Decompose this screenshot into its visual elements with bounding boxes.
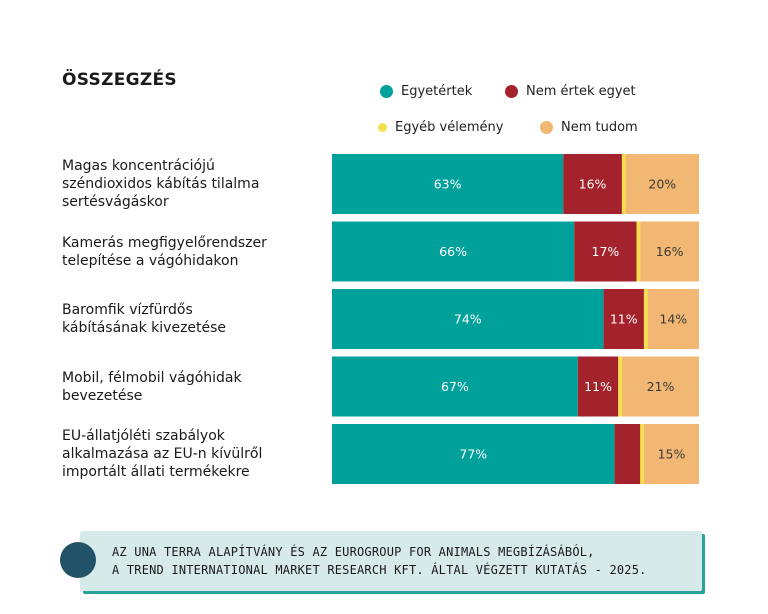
category-label-line: bevezetése	[62, 387, 143, 404]
bar-segment	[332, 356, 578, 417]
bar-segment	[640, 424, 644, 484]
bar-segment	[577, 356, 619, 417]
source-note-line-1: AZ UNA TERRA ALAPÍTVÁNY ÉS AZ EUROGROUP …	[112, 545, 595, 559]
source-note-dot	[60, 542, 96, 578]
bar-segment	[621, 154, 626, 214]
bar-segment	[621, 356, 699, 417]
data-label: 77%	[459, 447, 487, 462]
legend-marker	[505, 85, 518, 98]
data-label: 20%	[648, 177, 676, 192]
category-label-line: Kamerás megfigyelőrendszer	[62, 234, 267, 251]
category-label-line: Mobil, félmobil vágóhidak	[62, 369, 242, 386]
legend-item-egyetertek: Egyetértek	[380, 84, 472, 99]
bar-segment	[640, 221, 699, 282]
category-label-text: Magas koncentrációjú széndioxidos kábítás…	[62, 157, 259, 211]
data-label: 11%	[584, 379, 612, 394]
source-note-box	[80, 531, 702, 591]
category-label-text: Baromfik vízfürdős kábításának kivezetése	[62, 301, 226, 337]
category-label-line: sertésvágáskor	[62, 194, 169, 210]
data-label: 63%	[434, 177, 462, 192]
bar-segment	[636, 221, 641, 282]
category-label: Kamerás megfigyelőrendszer telepítése a v…	[62, 222, 324, 282]
data-label: 67%	[441, 379, 469, 394]
category-label: Mobil, félmobil vágóhidak bevezetése	[62, 357, 324, 417]
category-label-line: kábításának kivezetése	[62, 320, 227, 336]
bar-segment	[625, 154, 699, 214]
data-label: 17%	[592, 244, 620, 259]
bar-segment	[332, 289, 604, 349]
bar-segment	[574, 221, 637, 282]
chart-title: ÖSSZEGZÉS	[62, 70, 177, 90]
legend-label: Nem tudom	[561, 120, 638, 135]
category-label-text: Kamerás megfigyelőrendszer telepítése a v…	[62, 234, 267, 270]
legend-label: Nem értek egyet	[526, 84, 636, 99]
category-label-line: EU-állatjóléti szabályok	[62, 428, 225, 444]
category-label: EU-állatjóléti szabályok alkalmazása az E…	[62, 424, 324, 484]
bar-segment	[643, 289, 648, 349]
legend-item-nem-tudom: Nem tudom	[540, 120, 638, 135]
category-label-line: importált állati termékekre	[62, 464, 250, 480]
source-note: AZ UNA TERRA ALAPÍTVÁNY ÉS AZ EUROGROUP …	[112, 543, 697, 579]
legend-item-egyeb-velemeny: Egyéb vélemény	[378, 120, 503, 135]
data-label: 21%	[647, 379, 675, 394]
category-label-line: telepítése a vágóhidakon	[62, 252, 239, 269]
legend-item-nem-ertek-egyet: Nem értek egyet	[505, 84, 636, 99]
data-label: 16%	[579, 177, 607, 192]
source-note-line-2: A TREND INTERNATIONAL MARKET RESEARCH KF…	[112, 563, 647, 577]
data-label: 11%	[610, 312, 638, 327]
bar-segment	[643, 424, 699, 484]
category-label-line: alkalmazása az EU-n kívülről	[62, 446, 263, 462]
data-label: 74%	[454, 312, 482, 327]
bar-segment	[563, 154, 622, 214]
bar-segment	[332, 424, 615, 484]
category-label-line: széndioxidos kábítás tilalma	[62, 176, 260, 192]
data-label: 14%	[659, 312, 687, 327]
bar-segment	[647, 289, 699, 349]
category-label-line: Baromfik vízfürdős	[62, 302, 193, 318]
legend-marker	[540, 121, 553, 134]
bar-segment	[614, 424, 641, 484]
category-label-line: Magas koncentrációjú	[62, 158, 215, 174]
legend-label: Egyetértek	[401, 84, 473, 99]
category-label: Baromfik vízfürdős kábításának kivezetése	[62, 289, 324, 349]
bar-segment	[332, 154, 564, 214]
category-label: Magas koncentrációjú széndioxidos kábítás…	[62, 154, 324, 214]
category-label-text: EU-állatjóléti szabályok alkalmazása az E…	[62, 427, 262, 481]
data-label: 16%	[656, 244, 684, 259]
category-label-text: Mobil, félmobil vágóhidak bevezetése	[62, 369, 242, 405]
legend-marker	[378, 123, 387, 132]
bar-segment	[332, 221, 575, 282]
data-label: 66%	[439, 244, 467, 259]
bar-segment	[603, 289, 644, 349]
legend-marker	[380, 85, 393, 98]
bar-segment	[618, 356, 622, 417]
legend-label: Egyéb vélemény	[395, 120, 504, 135]
data-label: 15%	[658, 447, 686, 462]
